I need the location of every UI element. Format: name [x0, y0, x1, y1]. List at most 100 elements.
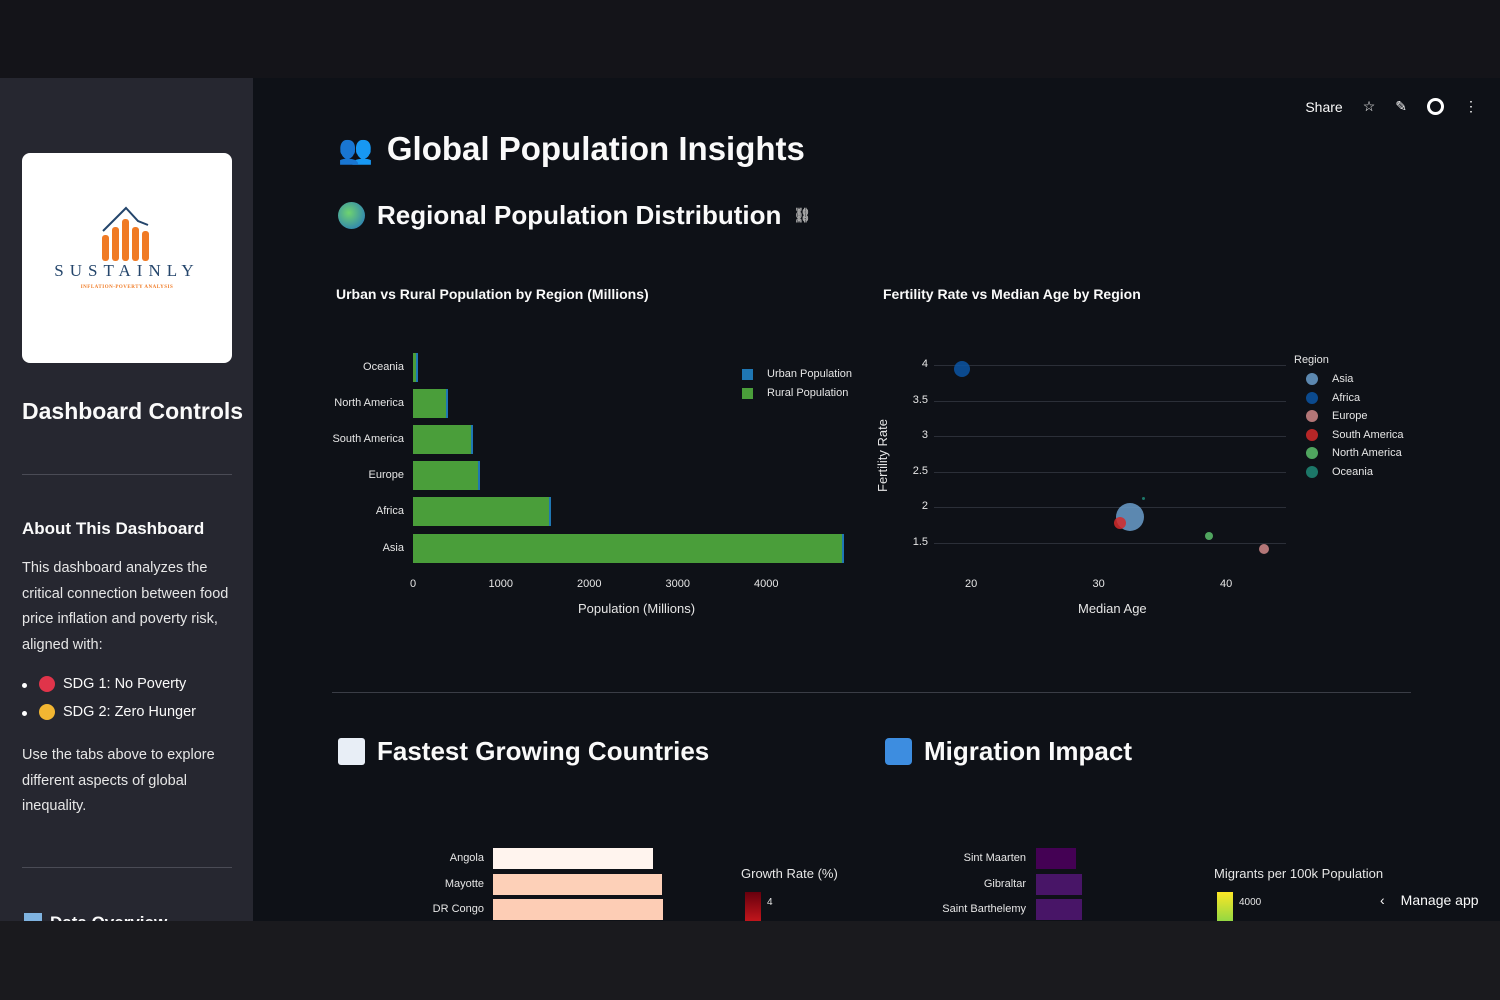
legend-label: Rural Population: [767, 387, 849, 399]
bar-category-label: Europe: [368, 469, 404, 481]
y-tick-label: 1.5: [912, 536, 928, 548]
chart-increasing-icon: [338, 738, 365, 765]
rural-bar: [413, 389, 447, 418]
section-regional: Regional Population Distribution ⛓: [338, 200, 811, 231]
bar-chart-icon: [24, 913, 42, 921]
scatter-point: [1114, 517, 1127, 530]
toolbar: Share ☆ ✎ ⋮: [1305, 98, 1478, 115]
star-icon[interactable]: ☆: [1362, 98, 1376, 114]
urban-bar: [478, 461, 481, 490]
sidebar: SUSTAINLY INFLATION-POVERTY ANALYSIS Das…: [0, 78, 253, 921]
edit-icon[interactable]: ✎: [1395, 98, 1407, 114]
divider: [22, 474, 232, 475]
legend-marker: [1306, 410, 1318, 423]
y-tick-label: 3.5: [912, 393, 928, 406]
bar-category-label: DR Congo: [432, 903, 484, 915]
legend-label: Africa: [1332, 391, 1361, 404]
rural-bar: [413, 353, 416, 382]
red-circle-icon: [39, 676, 55, 692]
about-title: About This Dashboard: [22, 519, 205, 538]
scatter-point: [954, 360, 971, 377]
gridline: [934, 400, 1286, 402]
section-fastest-growing: Fastest Growing Countries: [338, 736, 709, 767]
bar-category-label: South America: [332, 433, 404, 445]
legend-marker: [1306, 391, 1318, 404]
x-axis-label: Median Age: [1078, 601, 1147, 616]
colorbar-tick: 4000: [1239, 897, 1262, 908]
github-icon[interactable]: [1427, 98, 1444, 115]
scatter-chart-title: Fertility Rate vs Median Age by Region: [883, 286, 1141, 302]
people-icon: 👥: [338, 133, 373, 165]
urban-bar: [841, 534, 844, 563]
browser-bottom-band: [0, 921, 1500, 1000]
sustainly-logo: SUSTAINLY INFLATION-POVERTY ANALYSIS: [22, 153, 232, 363]
y-axis-label: Fertility Rate: [874, 419, 890, 492]
y-tick-label: 2.5: [912, 464, 928, 477]
legend-marker: [1306, 428, 1318, 441]
browser-top-band: [0, 0, 1500, 78]
x-tick-label: 40: [1220, 578, 1233, 590]
bar-category-label: Mayotte: [444, 877, 484, 890]
globe-icon: [338, 202, 365, 229]
legend-marker: [1306, 447, 1318, 460]
bar: [1036, 899, 1082, 920]
rural-bar: [413, 461, 479, 490]
legend-title: Region: [1294, 354, 1329, 366]
bar-category-label: North America: [334, 397, 404, 409]
bar-category-label: Angola: [449, 852, 484, 864]
sdg-item: SDG 2: Zero Hunger: [22, 704, 232, 720]
legend-label: Urban Population: [767, 368, 853, 380]
bar-category-label: Gibraltar: [983, 877, 1026, 890]
manage-app-button[interactable]: ‹ Manage app: [1380, 892, 1479, 908]
y-tick-label: 3: [921, 429, 928, 442]
urban-bar: [446, 389, 449, 418]
rural-bar: [413, 534, 842, 563]
refresh-icon: [885, 738, 912, 765]
gridline: [934, 543, 1286, 544]
x-tick-label: 3000: [665, 578, 690, 590]
urban-bar: [549, 497, 552, 526]
link-icon[interactable]: ⛓: [793, 207, 812, 223]
legend-marker: [1306, 466, 1318, 478]
sdg-item: SDG 1: No Poverty: [22, 676, 232, 692]
legend-label: South America: [1332, 428, 1404, 441]
legend-swatch: [742, 369, 753, 380]
x-tick-label: 1000: [488, 578, 513, 590]
bar-category-label: Africa: [375, 505, 404, 517]
bar: [1036, 848, 1076, 869]
chevron-left-icon: ‹: [1380, 892, 1385, 908]
legend-label: Asia: [1332, 373, 1354, 385]
bar-category-label: Asia: [382, 542, 404, 554]
x-tick-label: 4000: [754, 578, 779, 590]
colorbar-tick: 4: [767, 897, 773, 908]
x-axis-label: Population (Millions): [578, 601, 696, 616]
yellow-circle-icon: [39, 704, 55, 720]
share-button[interactable]: Share: [1305, 98, 1343, 115]
more-menu-icon[interactable]: ⋮: [1464, 98, 1478, 114]
colorbar-title: Growth Rate (%): [741, 866, 838, 881]
legend-label: North America: [1332, 447, 1402, 460]
urban-bar: [471, 425, 474, 454]
x-tick-label: 30: [1092, 578, 1105, 590]
gridline: [934, 436, 1286, 438]
urban-bar: [415, 353, 418, 382]
legend-marker: [1306, 373, 1318, 385]
about-text: This dashboard analyzes the critical con…: [22, 560, 229, 653]
bar-category-label: Saint Barthelemy: [942, 903, 1026, 915]
bar: [493, 899, 663, 920]
bar: [1036, 873, 1082, 895]
gridline: [934, 471, 1286, 473]
bar: [493, 873, 662, 895]
colorbar: [1217, 892, 1233, 922]
bar-category-label: Oceania: [363, 361, 404, 373]
bar-chart-title: Urban vs Rural Population by Region (Mil…: [336, 286, 649, 302]
y-tick-label: 4: [921, 358, 928, 370]
colorbar-title: Migrants per 100k Population: [1214, 866, 1384, 881]
bar-category-label: Sint Maarten: [963, 852, 1026, 864]
y-tick-label: 2: [921, 500, 928, 513]
page-title: 👥 Global Population Insights: [338, 130, 805, 167]
rural-bar: [413, 497, 550, 526]
data-overview-heading: Data Overview: [24, 913, 167, 921]
legend-label: Europe: [1332, 410, 1368, 423]
colorbar: [745, 892, 761, 922]
